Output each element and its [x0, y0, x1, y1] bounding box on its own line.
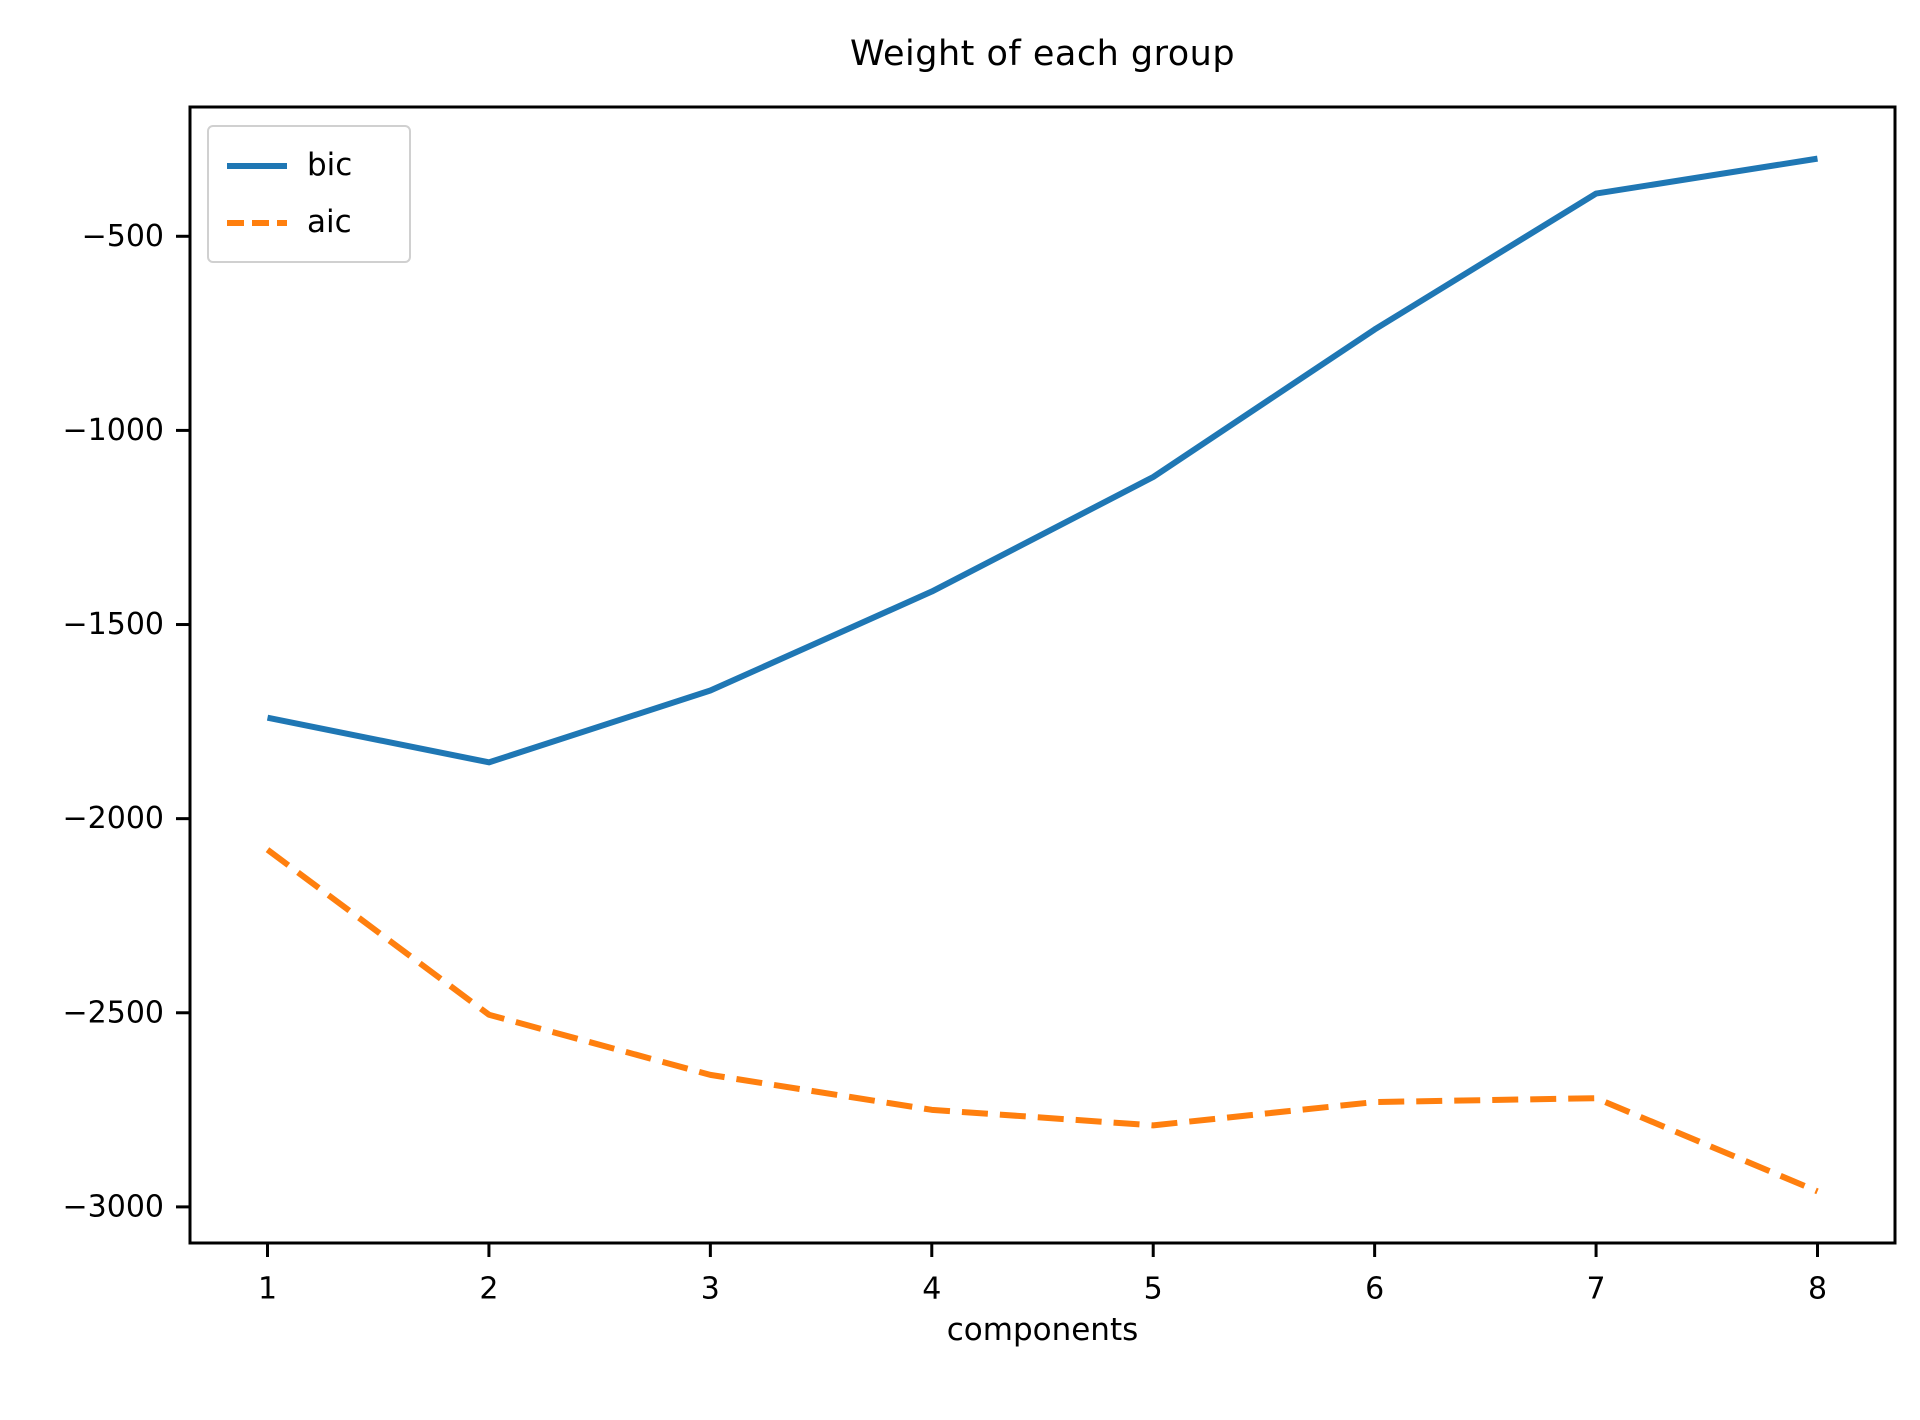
y-tick-label: −500	[82, 219, 164, 254]
legend-label-bic: bic	[307, 147, 353, 183]
x-tick-label: 4	[922, 1272, 941, 1307]
y-tick-label: −2000	[63, 801, 164, 836]
chart-title: Weight of each group	[849, 34, 1236, 74]
x-tick-label: 8	[1808, 1272, 1827, 1307]
x-tick-label: 2	[479, 1272, 498, 1307]
y-tick-label: −3000	[63, 1189, 164, 1224]
y-tick-label: −1000	[63, 413, 164, 448]
x-tick-label: 7	[1587, 1272, 1606, 1307]
plot-border	[188, 105, 1897, 1245]
legend-entry-aic: aic	[225, 207, 409, 238]
bic-line	[266, 155, 1818, 766]
y-tick-label: −1500	[63, 607, 164, 642]
aic-line-sample-icon	[227, 219, 287, 226]
x-tick-label: 5	[1144, 1272, 1163, 1307]
legend: bic aic	[207, 125, 411, 263]
x-axis-label: components	[946, 1312, 1139, 1348]
y-tick-label: −2500	[63, 995, 164, 1030]
aic-line	[265, 847, 1819, 1195]
legend-entry-bic: bic	[225, 150, 409, 181]
bic-line-sample-icon	[227, 162, 287, 169]
legend-label-aic: aic	[307, 204, 352, 240]
x-tick-label: 6	[1365, 1272, 1384, 1307]
x-tick-label: 3	[701, 1272, 720, 1307]
x-tick-label: 1	[258, 1272, 277, 1307]
